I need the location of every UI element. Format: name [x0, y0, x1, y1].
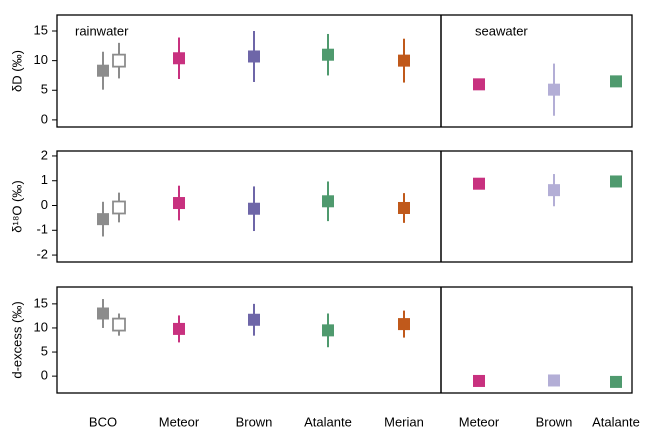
marker — [610, 375, 622, 388]
panel-frame — [56, 286, 633, 394]
annotation: rainwater — [75, 23, 129, 38]
x-tick-label: Atalante — [592, 414, 640, 429]
marker — [322, 324, 334, 337]
marker — [473, 177, 485, 190]
y-tick-label: 15 — [34, 22, 48, 37]
marker — [112, 317, 126, 332]
y-tick-label: -1 — [36, 222, 48, 237]
x-tick-label: Atalante — [304, 414, 352, 429]
x-tick-label: Brown — [236, 414, 273, 429]
marker — [112, 53, 126, 68]
y-tick-label: 0 — [41, 197, 48, 212]
y-tick-label: 0 — [41, 111, 48, 126]
marker — [322, 195, 334, 208]
y-tick-label: 0 — [41, 368, 48, 383]
y-axis-label: δ¹⁸O (‰) — [9, 180, 24, 232]
marker — [173, 322, 185, 335]
panel-frame — [56, 14, 633, 128]
marker — [248, 313, 260, 326]
marker — [173, 52, 185, 65]
annotation: seawater — [475, 23, 528, 38]
x-tick-label: Meteor — [159, 414, 200, 429]
marker — [610, 75, 622, 88]
x-tick-label: BCO — [89, 414, 117, 429]
y-tick-label: 5 — [41, 82, 48, 97]
y-axis-label: d-excess (‰) — [9, 301, 24, 378]
marker — [610, 175, 622, 188]
marker — [173, 197, 185, 210]
y-tick-label: 1 — [41, 172, 48, 187]
y-tick-label: 2 — [41, 147, 48, 162]
y-tick-label: 10 — [34, 52, 48, 67]
marker — [548, 83, 560, 96]
y-tick-label: 10 — [34, 319, 48, 334]
marker — [473, 374, 485, 387]
marker — [322, 48, 334, 61]
y-axis-label: δD (‰) — [9, 50, 24, 92]
marker — [248, 202, 260, 215]
x-tick-label: Meteor — [459, 414, 500, 429]
marker — [398, 201, 410, 214]
marker — [248, 50, 260, 63]
marker — [97, 64, 109, 77]
y-tick-label: -2 — [36, 247, 48, 262]
x-tick-label: Merian — [384, 414, 424, 429]
panel-frame — [56, 150, 633, 263]
marker — [97, 307, 109, 320]
marker — [548, 374, 560, 387]
marker — [473, 78, 485, 91]
marker — [112, 200, 126, 215]
marker — [398, 318, 410, 331]
marker — [548, 184, 560, 197]
y-tick-label: 15 — [34, 295, 48, 310]
marker — [97, 213, 109, 226]
marker — [398, 54, 410, 67]
x-tick-label: Brown — [536, 414, 573, 429]
y-tick-label: 5 — [41, 343, 48, 358]
